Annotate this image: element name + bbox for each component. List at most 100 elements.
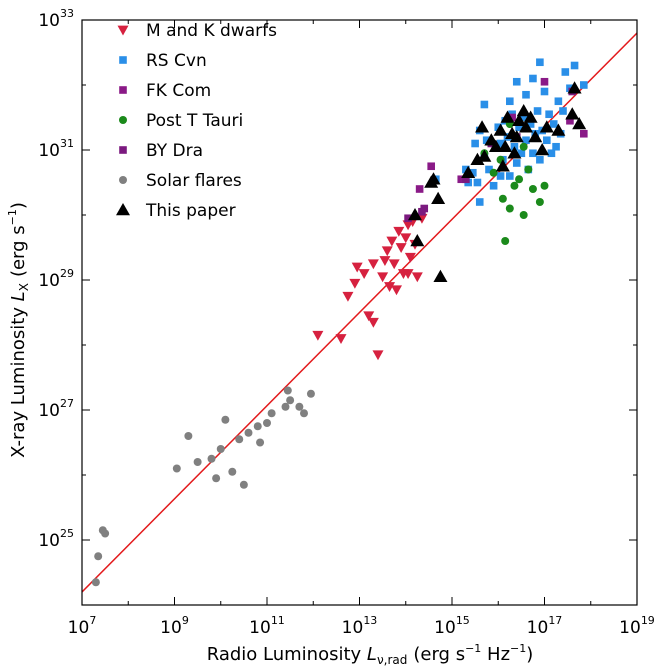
point-this-paper (477, 149, 492, 162)
plot-frame (81, 19, 638, 606)
point-post-t-tauri (510, 181, 519, 190)
point-this-paper (528, 130, 543, 143)
point-this-paper (498, 139, 513, 152)
point-this-paper (565, 107, 580, 120)
point-solar-flares (300, 409, 308, 418)
point-rs-cvn (473, 178, 482, 187)
point-this-paper (500, 110, 515, 123)
point-solar-flares (221, 415, 230, 424)
point-this-paper (431, 191, 446, 204)
point-post-t-tauri (501, 237, 510, 245)
legend: M and K dwarfs RS Cvn FK Com Post T Tauri BY… (116, 21, 277, 221)
point-this-paper (495, 159, 510, 172)
x-axis-title: Radio Luminosity Lν,rad (erg s−1 Hz−1) (207, 642, 534, 667)
point-rs-cvn (580, 81, 588, 89)
legend-marker-m-and-k-dwarfs (117, 25, 129, 36)
point-this-paper (433, 269, 448, 282)
point-m-and-k-dwarfs (335, 334, 347, 344)
x-tick-label: 109 (160, 614, 189, 638)
point-rs-cvn (540, 87, 549, 96)
point-rs-cvn (506, 97, 514, 106)
point-fk-com (508, 113, 516, 122)
point-rs-cvn (549, 120, 558, 128)
x-tick-label: 1019 (619, 614, 655, 638)
point-rs-cvn (526, 120, 535, 128)
point-rs-cvn (496, 139, 505, 148)
point-m-and-k-dwarfs (372, 350, 384, 361)
point-m-and-k-dwarfs (358, 269, 370, 279)
legend-label-m-and-k-dwarfs: M and K dwarfs (146, 21, 277, 41)
point-solar-flares (212, 474, 221, 483)
point-solar-flares (281, 402, 290, 411)
y-tick-label: 1029 (38, 267, 74, 291)
point-m-and-k-dwarfs (379, 256, 391, 266)
point-solar-flares (172, 464, 181, 473)
point-solar-flares (207, 454, 216, 463)
point-rs-cvn (480, 100, 489, 109)
point-this-paper (424, 175, 439, 188)
point-m-and-k-dwarfs (349, 278, 361, 289)
point-m-and-k-dwarfs (342, 291, 354, 302)
point-m-and-k-dwarfs (395, 243, 407, 253)
plot-area: 107 109 1011 1013 1015 1017 1019 1025 1027 1029 10… (38, 7, 654, 638)
point-this-paper (408, 208, 422, 221)
point-post-t-tauri (519, 142, 528, 151)
point-solar-flares (263, 419, 271, 427)
point-rs-cvn (506, 172, 514, 180)
y-tick-label: 1025 (38, 527, 74, 551)
point-rs-cvn (522, 90, 530, 99)
point-rs-cvn (515, 123, 523, 132)
point-solar-flares (267, 409, 276, 418)
point-this-paper (567, 81, 582, 94)
point-post-t-tauri (540, 181, 549, 190)
point-rs-cvn (517, 149, 526, 158)
point-solar-flares (235, 435, 244, 444)
point-post-t-tauri (524, 165, 533, 174)
legend-label-solar-flares: Solar flares (146, 171, 242, 191)
point-rs-cvn (475, 198, 484, 206)
point-rs-cvn (561, 68, 570, 76)
point-fk-com (566, 116, 574, 125)
point-rs-cvn (536, 58, 544, 67)
point-m-and-k-dwarfs (312, 330, 324, 341)
point-post-t-tauri (498, 194, 507, 203)
point-solar-flares (91, 578, 100, 587)
point-rs-cvn (496, 172, 505, 180)
point-post-t-tauri (519, 211, 528, 219)
point-this-paper (523, 110, 538, 123)
legend-marker-by-dra (119, 146, 127, 154)
point-solar-flares (286, 396, 295, 405)
point-m-and-k-dwarfs (367, 259, 379, 270)
point-solar-flares (228, 467, 237, 476)
point-solar-flares (216, 445, 225, 453)
point-fk-com (427, 162, 435, 171)
tick-labels: 107 109 1011 1013 1015 1017 1019 1025 1027 1029 10… (38, 7, 654, 638)
y-tick-label: 1031 (38, 137, 74, 161)
point-fk-com (415, 185, 424, 193)
point-m-and-k-dwarfs (363, 311, 375, 322)
point-post-t-tauri (535, 198, 544, 206)
legend-marker-fk-com (119, 86, 127, 94)
point-rs-cvn (494, 123, 503, 132)
x-tick-label: 1017 (527, 614, 563, 638)
point-rs-cvn (536, 155, 544, 164)
point-m-and-k-dwarfs (397, 269, 409, 279)
y-tick-label: 1027 (38, 397, 74, 421)
point-this-paper (488, 139, 503, 152)
point-m-and-k-dwarfs (386, 236, 398, 247)
legend-marker-post-t-tauri (119, 116, 127, 124)
point-solar-flares (295, 402, 304, 411)
y-tick-label: 1033 (38, 7, 74, 31)
point-rs-cvn (529, 74, 537, 83)
point-rs-cvn (519, 113, 528, 122)
point-this-paper (519, 120, 533, 133)
point-m-and-k-dwarfs (388, 259, 400, 270)
point-this-paper (461, 165, 476, 178)
point-solar-flares (244, 428, 253, 437)
point-m-and-k-dwarfs (367, 317, 379, 328)
point-m-and-k-dwarfs (404, 252, 416, 263)
x-tick-label: 107 (68, 614, 97, 638)
legend-label-this-paper: This paper (145, 201, 236, 221)
point-fk-com (580, 129, 588, 138)
